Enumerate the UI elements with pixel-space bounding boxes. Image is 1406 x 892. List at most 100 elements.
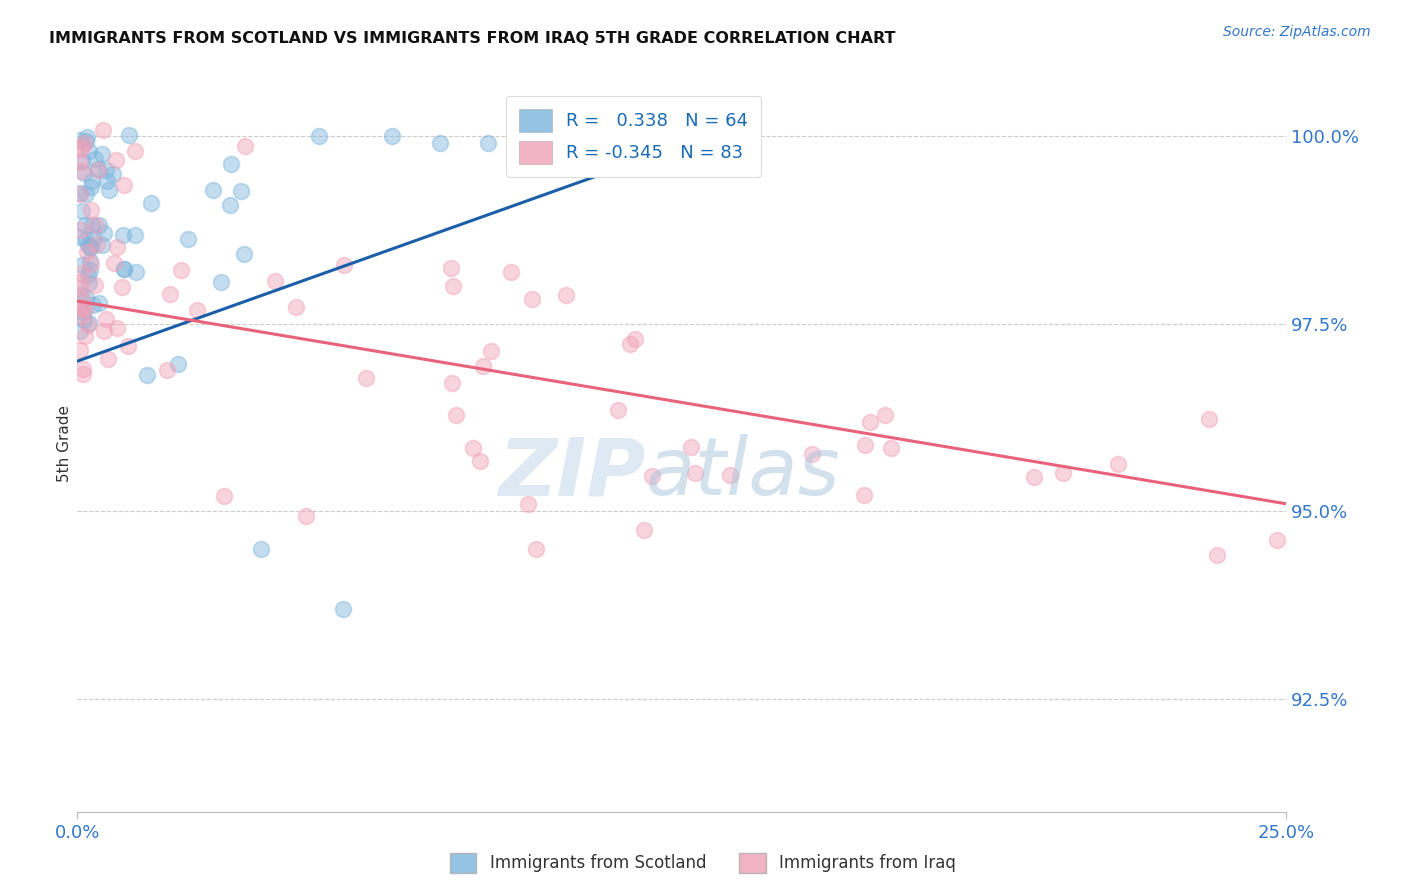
- Point: [429, 136, 451, 151]
- Point: [1205, 548, 1227, 562]
- Point: [441, 279, 464, 293]
- Point: [69, 154, 91, 169]
- Point: [800, 446, 823, 460]
- Point: [82, 218, 104, 232]
- Point: [87, 161, 110, 176]
- Point: [75, 134, 97, 148]
- Point: [72, 305, 94, 319]
- Point: [117, 339, 139, 353]
- Point: [80, 257, 103, 271]
- Point: [72, 367, 94, 381]
- Point: [75, 291, 97, 305]
- Point: [633, 523, 655, 537]
- Point: [76, 268, 98, 282]
- Point: [77, 277, 100, 291]
- Point: [93, 324, 115, 338]
- Point: [69, 186, 91, 200]
- Point: [156, 363, 179, 377]
- Point: [641, 468, 664, 483]
- Point: [284, 300, 307, 314]
- Point: [441, 376, 464, 390]
- Point: [853, 438, 876, 452]
- Point: [479, 344, 502, 359]
- Point: [79, 263, 101, 277]
- Point: [159, 286, 181, 301]
- Point: [79, 240, 101, 254]
- Point: [84, 218, 107, 232]
- Point: [554, 287, 576, 301]
- Point: [76, 130, 98, 145]
- Point: [70, 204, 93, 219]
- Point: [221, 157, 243, 171]
- Point: [97, 183, 120, 197]
- Point: [166, 357, 188, 371]
- Point: [446, 408, 468, 422]
- Point: [93, 123, 115, 137]
- Point: [209, 275, 232, 289]
- Point: [89, 218, 111, 232]
- Point: [77, 316, 100, 330]
- Point: [83, 231, 105, 245]
- Point: [201, 183, 224, 197]
- Point: [463, 441, 485, 455]
- Point: [72, 166, 94, 180]
- Point: [619, 337, 641, 351]
- Point: [97, 351, 120, 366]
- Point: [69, 132, 91, 146]
- Point: [607, 403, 630, 417]
- Point: [96, 311, 118, 326]
- Point: [69, 310, 91, 324]
- Point: [333, 258, 356, 272]
- Point: [80, 174, 103, 188]
- Legend: Immigrants from Scotland, Immigrants from Iraq: Immigrants from Scotland, Immigrants fro…: [443, 847, 963, 880]
- Point: [69, 186, 91, 201]
- Point: [93, 226, 115, 240]
- Point: [112, 261, 135, 276]
- Point: [1022, 470, 1045, 484]
- Point: [94, 162, 117, 177]
- Point: [880, 441, 903, 455]
- Point: [70, 139, 93, 153]
- Point: [75, 329, 97, 343]
- Point: [141, 195, 163, 210]
- Point: [75, 233, 97, 247]
- Point: [77, 318, 100, 332]
- Point: [118, 128, 141, 143]
- Point: [86, 236, 108, 251]
- Point: [69, 223, 91, 237]
- Point: [87, 163, 110, 178]
- Point: [69, 276, 91, 290]
- Point: [873, 409, 896, 423]
- Point: [72, 153, 94, 168]
- Point: [264, 274, 287, 288]
- Point: [73, 218, 96, 232]
- Point: [69, 142, 91, 156]
- Point: [1198, 412, 1220, 426]
- Text: ZIP: ZIP: [498, 434, 645, 512]
- Point: [70, 164, 93, 178]
- Point: [105, 240, 128, 254]
- Point: [105, 321, 128, 335]
- Point: [186, 303, 208, 318]
- Text: atlas: atlas: [645, 434, 841, 512]
- Point: [87, 296, 110, 310]
- Point: [80, 180, 103, 194]
- Point: [177, 232, 200, 246]
- Point: [84, 152, 107, 166]
- Legend: R =   0.338   N = 64, R = -0.345   N = 83: R = 0.338 N = 64, R = -0.345 N = 83: [506, 95, 761, 177]
- Point: [73, 313, 96, 327]
- Point: [69, 287, 91, 301]
- Point: [80, 202, 103, 217]
- Point: [1107, 457, 1129, 471]
- Point: [69, 324, 91, 338]
- Point: [77, 238, 100, 252]
- Point: [1052, 467, 1074, 481]
- Point: [295, 508, 318, 523]
- Point: [624, 332, 647, 346]
- Point: [720, 468, 742, 483]
- Point: [235, 139, 257, 153]
- Point: [77, 145, 100, 159]
- Point: [852, 488, 875, 502]
- Point: [477, 136, 499, 151]
- Point: [80, 240, 103, 254]
